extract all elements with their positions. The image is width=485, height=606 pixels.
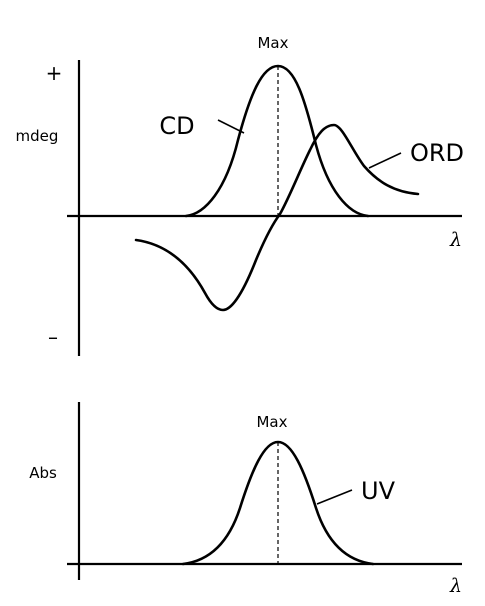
uv-leader-line: [316, 489, 353, 505]
ord-label: ORD: [410, 139, 464, 167]
cd-label: CD: [159, 112, 194, 140]
bottom-panel: Max Abs λ UV: [29, 402, 462, 597]
ord-curve: [134, 123, 420, 312]
top-y-axis-label: mdeg: [16, 127, 59, 145]
cd-leader-line: [217, 119, 245, 134]
top-max-label: Max: [257, 34, 288, 52]
top-x-axis-label: λ: [449, 229, 462, 251]
uv-label: UV: [361, 477, 396, 505]
bottom-max-label: Max: [256, 413, 287, 431]
minus-sign-label: –: [48, 325, 58, 349]
plus-sign-label: +: [46, 61, 63, 85]
ord-leader-line: [368, 152, 402, 169]
bottom-y-axis-label: Abs: [29, 464, 57, 482]
bottom-x-axis-label: λ: [449, 575, 462, 597]
top-panel: Max + mdeg – λ CD ORD: [16, 34, 464, 356]
uv-curve: [181, 440, 375, 566]
cd-curve: [184, 64, 370, 218]
